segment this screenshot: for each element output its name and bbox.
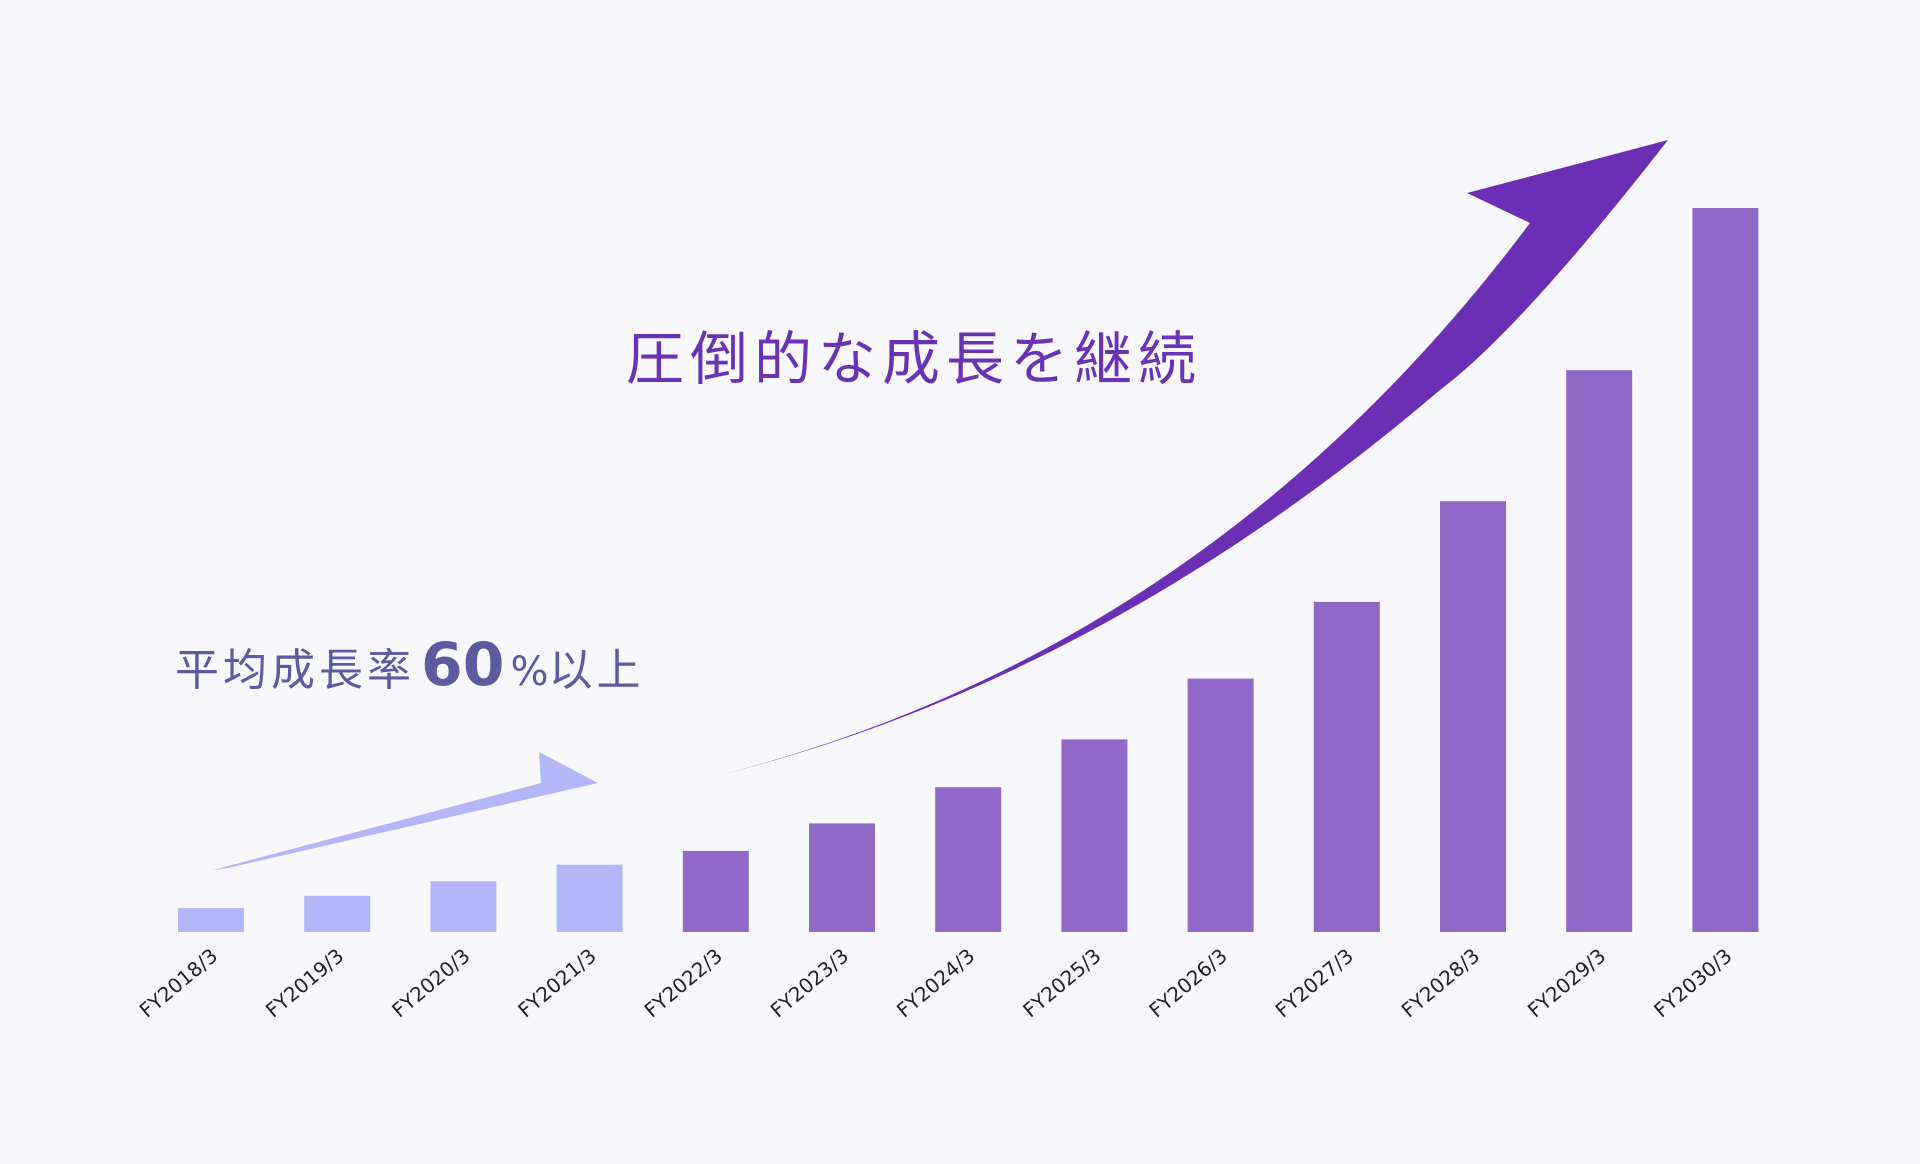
growth-rate-label: 平均成長率 [175,645,415,696]
x-tick-label: FY2027/3 [1271,943,1359,1022]
bar-FY2022-3 [682,850,749,932]
growth-rate-percent: % [510,649,549,695]
bar-FY2018-3 [178,908,244,932]
bar-FY2027-3 [1313,601,1380,932]
x-tick-label: FY2023/3 [766,943,854,1022]
bar-FY2026-3 [1187,678,1254,932]
x-tick-label: FY2020/3 [387,943,475,1022]
bars-group [178,208,1759,932]
growth-rate-number: 60 [421,630,505,700]
bar-FY2028-3 [1440,501,1506,932]
bar-FY2025-3 [1061,739,1128,932]
x-tick-label: FY2030/3 [1649,943,1737,1022]
x-tick-label: FY2019/3 [261,943,349,1022]
small-growth-arrow [213,752,598,870]
growth-rate-caption: 平均成長率 60 %以上 [175,630,645,700]
main-growth-arrow [720,140,1668,775]
x-tick-label: FY2022/3 [640,943,728,1022]
x-tick-label: FY2026/3 [1144,943,1232,1022]
headline: 圧倒的な成長を継続 [626,325,1203,393]
x-tick-label: FY2024/3 [892,943,980,1022]
bar-FY2030-3 [1692,208,1759,932]
growth-rate-suffix: 以上 [548,645,645,696]
x-tick-label: FY2021/3 [513,943,601,1022]
bar-FY2021-3 [556,864,623,932]
x-tick-labels: FY2018/3 FY2019/3 FY2020/3 FY2021/3 FY2022/3… [135,943,1737,1022]
x-tick-label: FY2028/3 [1397,943,1485,1022]
bar-FY2019-3 [304,895,371,932]
x-tick-label: FY2029/3 [1523,943,1611,1022]
bar-FY2020-3 [430,881,497,932]
bar-FY2024-3 [935,787,1002,932]
bar-FY2023-3 [809,823,875,932]
x-tick-label: FY2025/3 [1018,943,1106,1022]
bar-FY2029-3 [1566,370,1633,932]
x-tick-label: FY2018/3 [135,943,223,1022]
